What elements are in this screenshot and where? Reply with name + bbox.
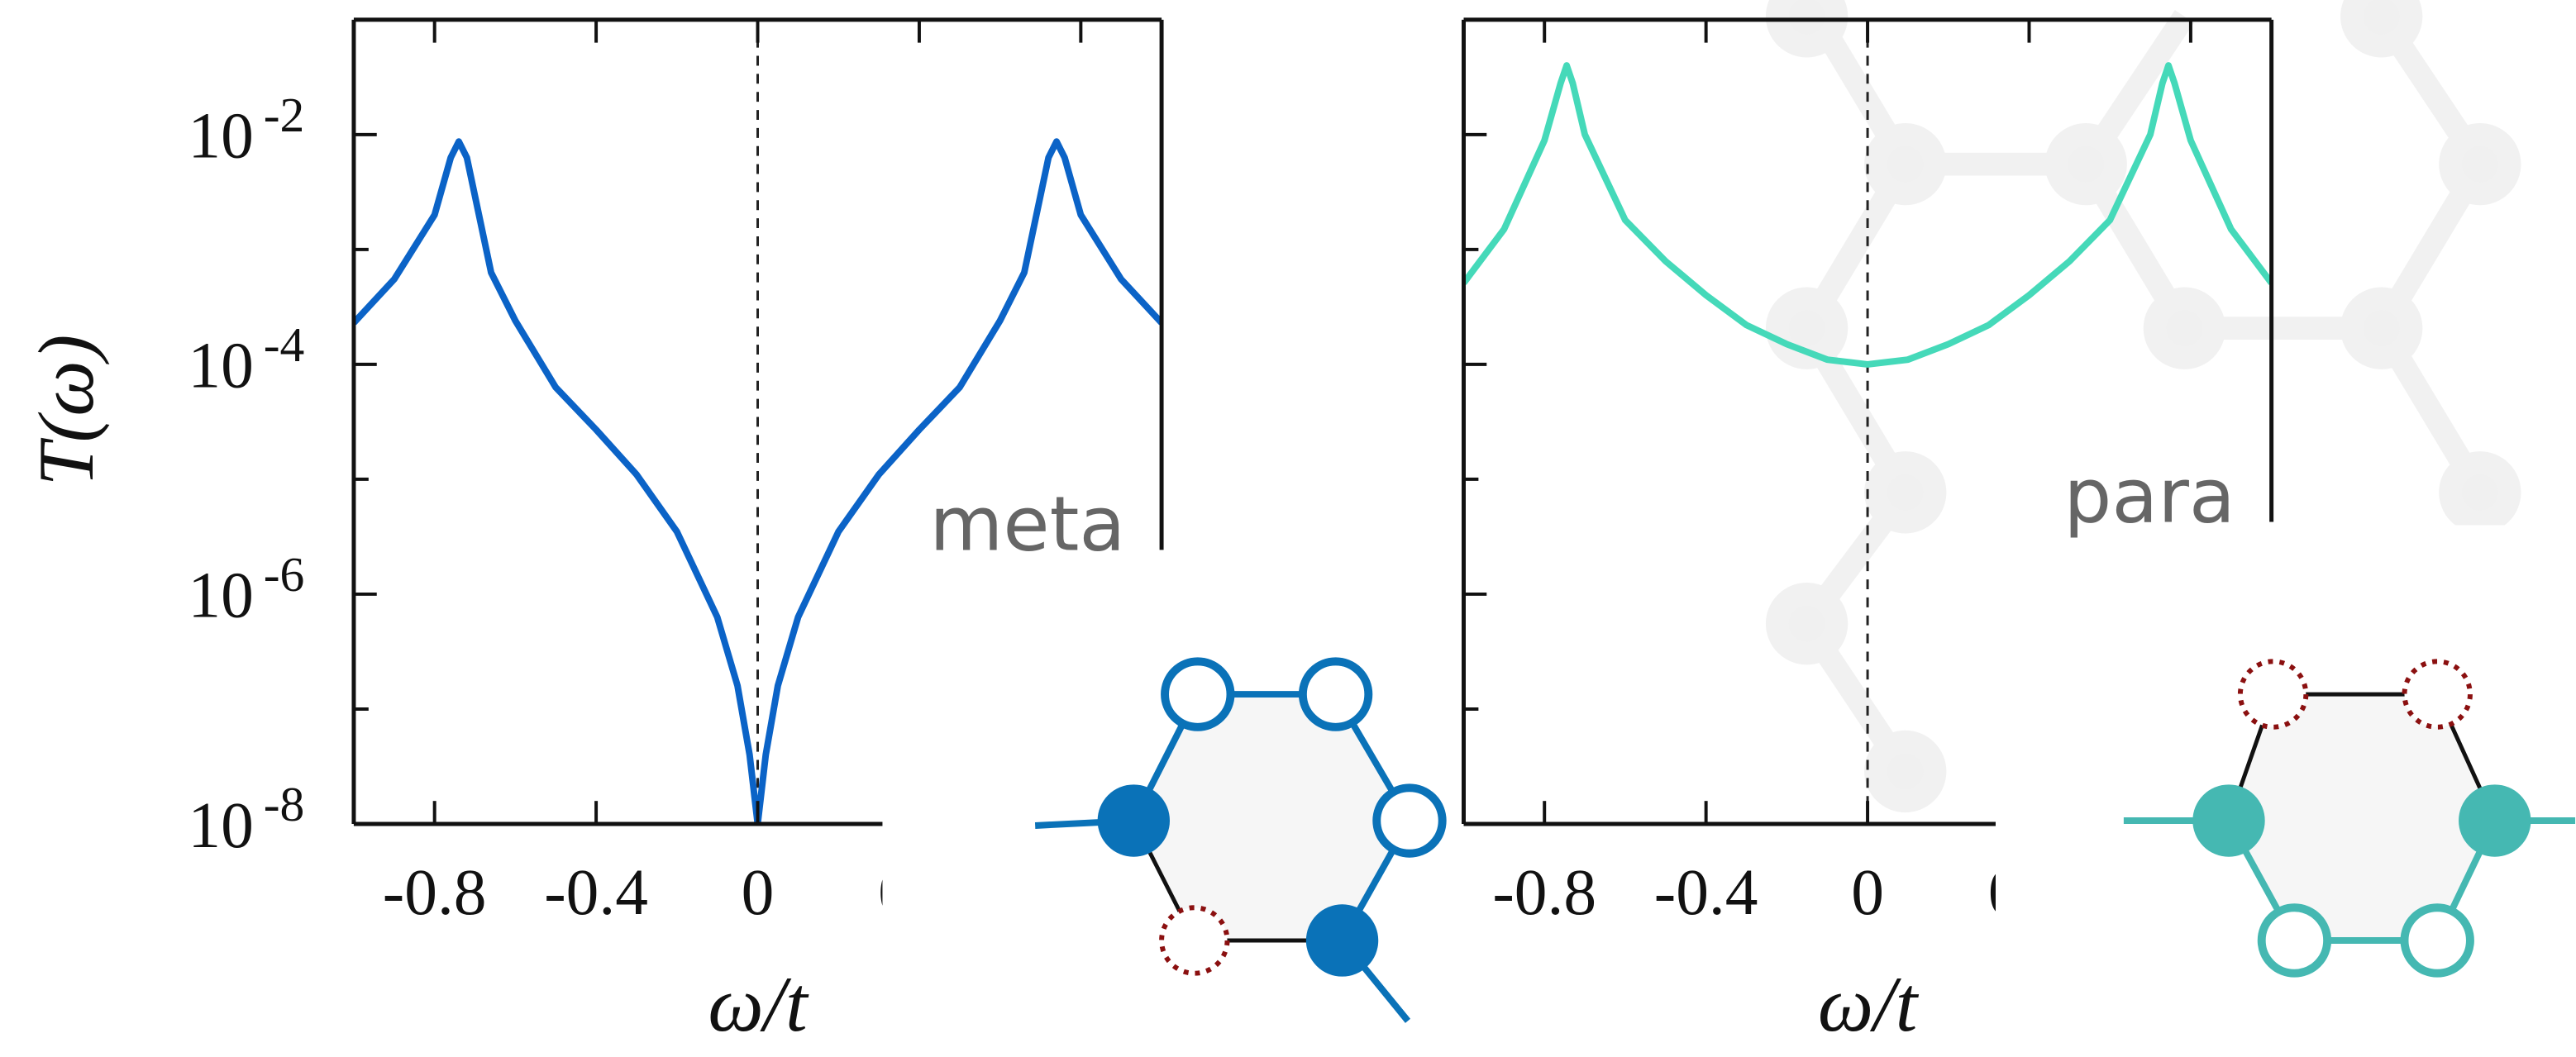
x-axis-label: ω/t [708, 960, 809, 1048]
atom-filled [1306, 904, 1378, 976]
atom-filled [1098, 784, 1170, 856]
atom-filled [2459, 784, 2531, 856]
atom-open [1165, 661, 1230, 726]
x-tick-label: 0 [1851, 856, 1884, 929]
y-tick-label: 10-8 [188, 777, 304, 862]
atom-open [1376, 788, 1442, 853]
x-tick-label: 0 [742, 856, 775, 929]
annotation: para [2063, 452, 2235, 540]
page: {"chart_data": [ {"type": "line", "annot… [0, 0, 2576, 1057]
y-tick-label: 10-2 [188, 88, 304, 173]
x-tick-label: -0.4 [544, 856, 648, 929]
atom-dotted [2404, 661, 2469, 726]
x-axis-label: ω/t [1818, 960, 1920, 1048]
plots: -0.8-0.400.40.810-810-610-410-2metaω/tT(… [22, 20, 2575, 1057]
x-tick-label: -0.4 [1654, 856, 1758, 929]
y-tick-label: 10-4 [188, 317, 304, 402]
y-tick-label: 10-6 [188, 547, 304, 632]
atom-open [2404, 907, 2469, 973]
atom-filled [2192, 784, 2264, 856]
atom-open [2262, 907, 2327, 973]
figure: -0.8-0.400.40.810-810-610-410-2metaω/tT(… [0, 0, 2576, 1057]
atom-open [1303, 661, 1368, 726]
annotation: meta [929, 479, 1125, 568]
y-axis-label: T(ω) [22, 335, 110, 487]
atom-dotted [2240, 661, 2306, 726]
atom-dotted [1162, 907, 1227, 973]
x-tick-label: -0.8 [383, 856, 487, 929]
x-tick-label: -0.8 [1492, 856, 1596, 929]
